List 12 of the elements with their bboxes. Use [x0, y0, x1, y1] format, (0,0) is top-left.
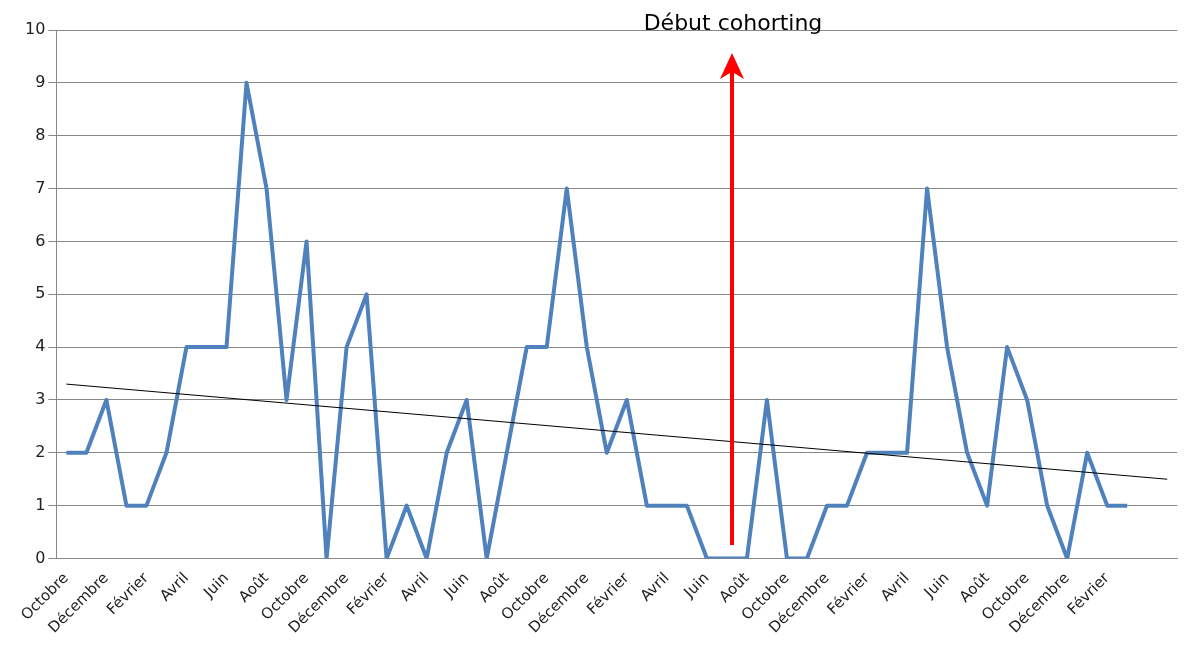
y-tick-label: 0: [35, 547, 46, 567]
annotation: Début cohorting: [643, 9, 823, 35]
y-tick-label: 3: [35, 389, 46, 409]
y-tick-label: 7: [35, 177, 46, 197]
y-tick-label: 8: [35, 124, 46, 144]
y-tick-label: 2: [35, 441, 46, 461]
y-tick-label: 10: [25, 19, 46, 39]
y-tick-label: 5: [35, 283, 46, 303]
y-tick-label: 6: [35, 230, 46, 250]
y-tick-label: 9: [35, 72, 46, 92]
y-tick-label: 1: [35, 494, 46, 514]
y-tick-label: 4: [35, 336, 46, 356]
